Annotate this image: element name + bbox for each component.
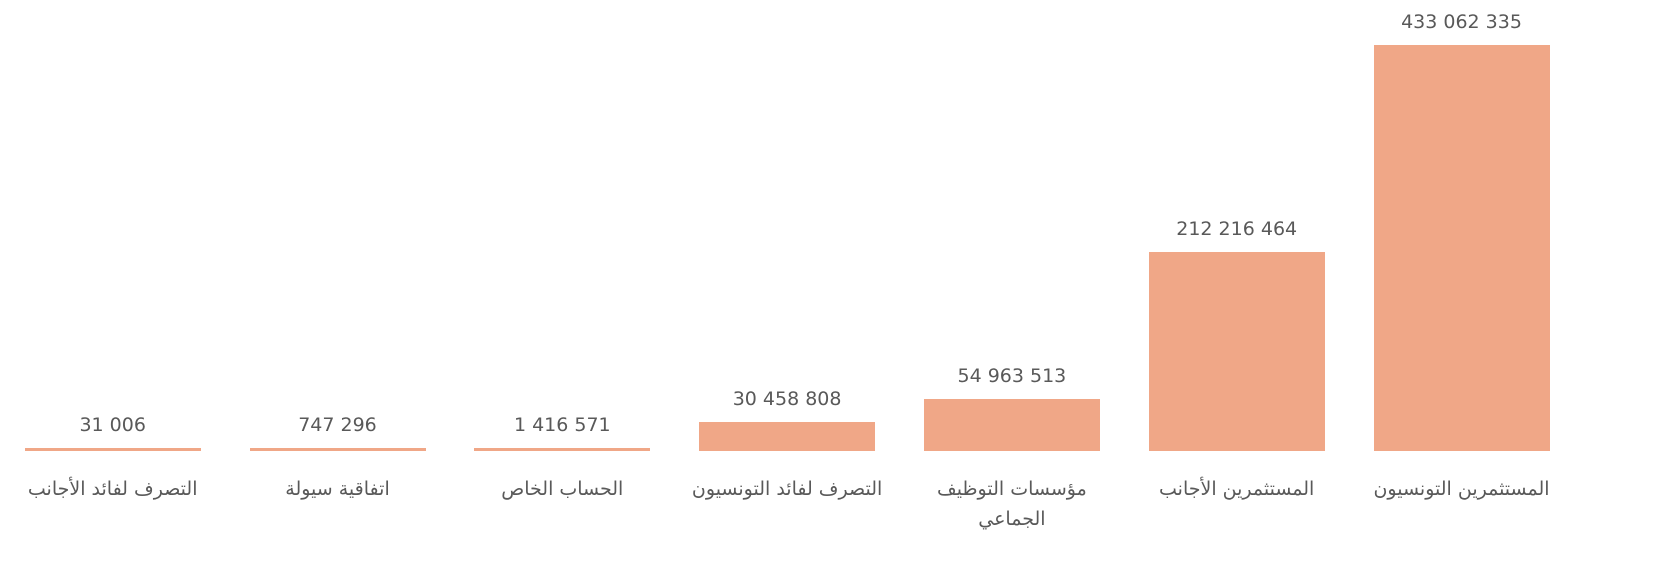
value-label: 54 963 513 (957, 365, 1067, 388)
bar (474, 448, 651, 451)
bar (249, 448, 426, 451)
category-label: التصرف لفائد الأجانب (27, 478, 198, 500)
category-label: التصرف لفائد التونسيون (691, 478, 883, 500)
category-label: المستثمرين التونسيون (1373, 478, 1550, 500)
value-label: 212 216 464 (1176, 218, 1298, 241)
category-label: مؤسسات التوظيف الجماعي (937, 478, 1087, 530)
bar (699, 422, 876, 451)
category-label: المستثمرين الأجانب (1159, 478, 1315, 500)
bar (1148, 252, 1325, 451)
bar (24, 448, 201, 451)
value-label: 433 062 335 (1401, 11, 1522, 33)
value-label: 1 416 571 (513, 414, 611, 436)
bar (1373, 45, 1550, 451)
value-label: 31 006 (79, 414, 146, 436)
bar (923, 399, 1100, 451)
value-label: 747 296 (298, 414, 377, 436)
category-label: الحساب الخاص (501, 478, 624, 500)
value-label: 30 458 808 (732, 388, 842, 411)
category-label: اتفاقية سيولة (285, 478, 390, 500)
